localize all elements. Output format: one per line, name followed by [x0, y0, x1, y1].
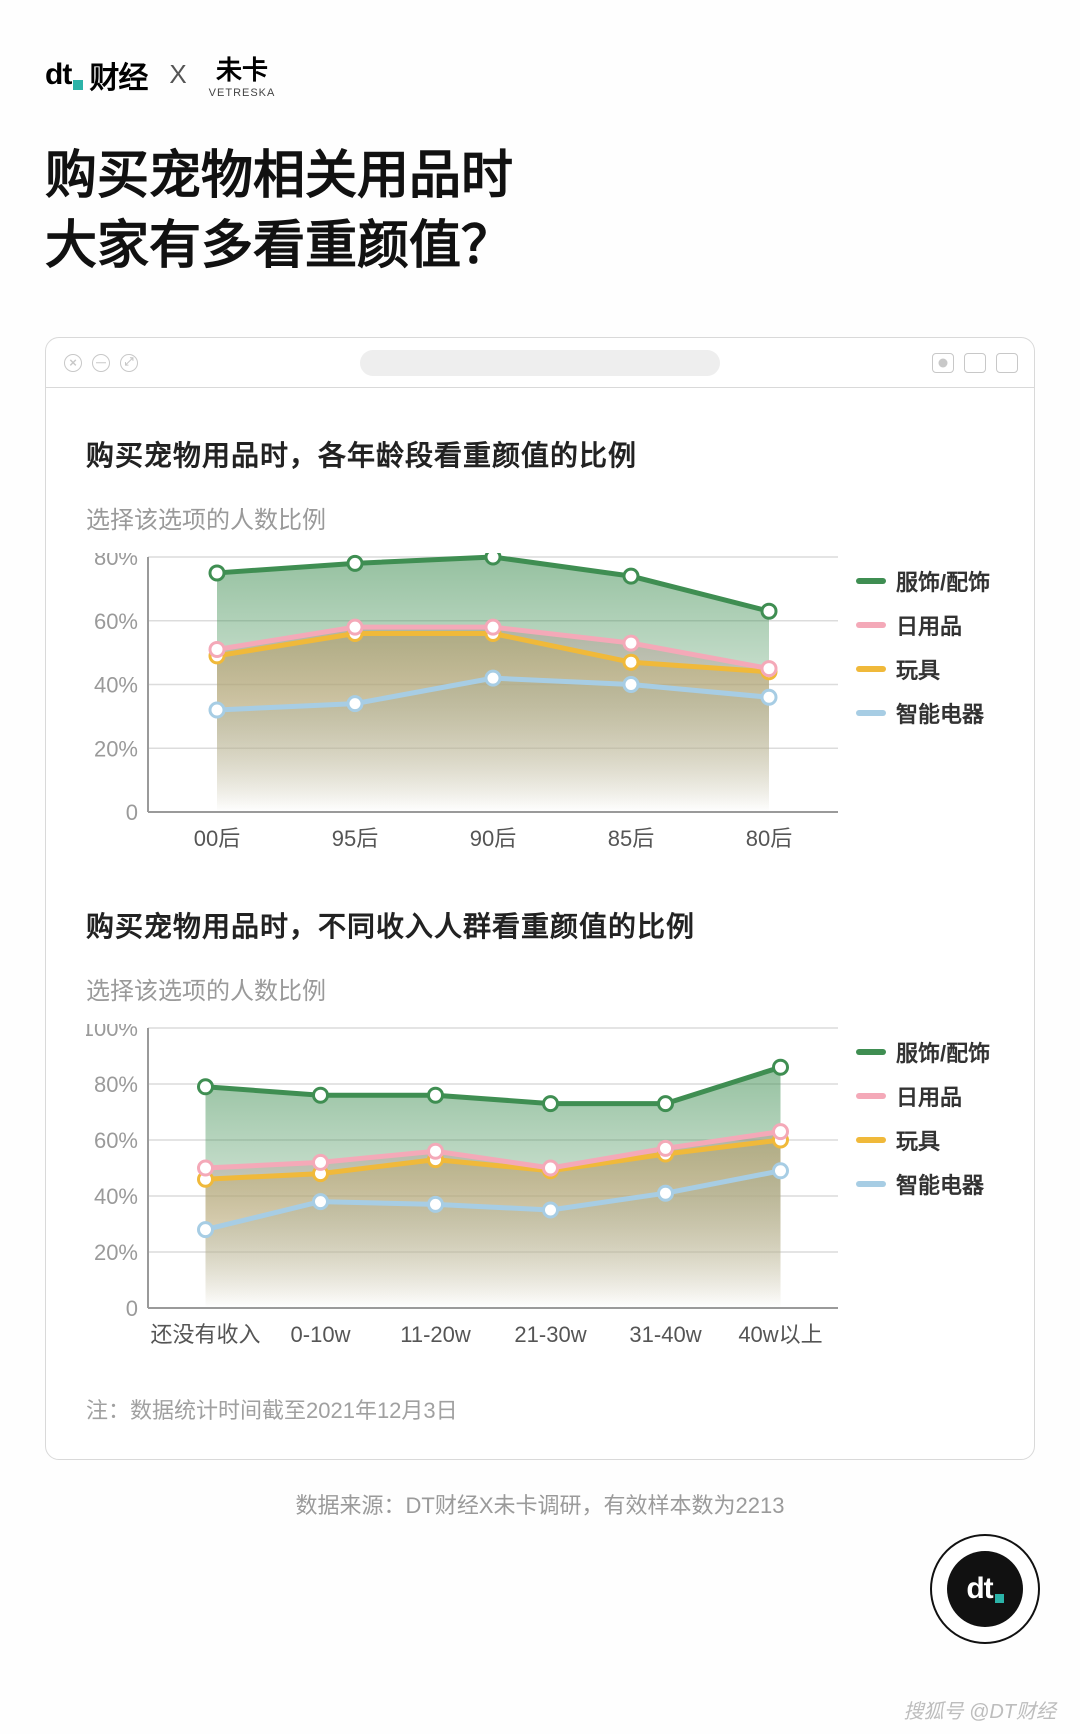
legend-swatch: [856, 1181, 886, 1187]
legend-item: 服饰/配饰: [856, 565, 990, 597]
badge-text: dt: [966, 1572, 992, 1606]
dt-badge: dt: [930, 1534, 1040, 1644]
svg-text:80%: 80%: [94, 1072, 138, 1097]
legend-swatch: [856, 666, 886, 672]
svg-text:95后: 95后: [332, 826, 378, 851]
svg-text:0: 0: [126, 1296, 138, 1321]
legend-label: 服饰/配饰: [896, 565, 990, 597]
svg-text:80后: 80后: [746, 826, 792, 851]
legend-label: 日用品: [896, 1080, 962, 1112]
window-frame: × ⤢ 购买宠物用品时，各年龄段看重颜值的比例 选择该选项的人数比例: [45, 337, 1035, 1460]
titlebar-right: [932, 353, 1018, 373]
svg-text:21-30w: 21-30w: [514, 1322, 586, 1347]
title-line1: 购买宠物相关用品时: [45, 147, 513, 205]
legend-swatch: [856, 622, 886, 628]
brand-row: dt 财经 X 未卡 VETRESKA: [45, 50, 1035, 99]
legend-label: 服饰/配饰: [896, 1036, 990, 1068]
svg-text:60%: 60%: [94, 1128, 138, 1153]
brand-dt-suffix: 财经: [89, 53, 147, 97]
record-icon: [932, 353, 954, 373]
svg-text:90后: 90后: [470, 826, 516, 851]
svg-text:40w以上: 40w以上: [738, 1322, 822, 1347]
svg-text:20%: 20%: [94, 1240, 138, 1265]
svg-text:40%: 40%: [94, 673, 138, 698]
svg-text:还没有收入: 还没有收入: [150, 1322, 260, 1347]
legend-item: 日用品: [856, 609, 990, 641]
legend-label: 日用品: [896, 609, 962, 641]
svg-text:00后: 00后: [194, 826, 240, 851]
expand-icon: ⤢: [120, 354, 138, 372]
legend-item: 玩具: [856, 1124, 990, 1156]
svg-text:80%: 80%: [94, 553, 138, 570]
legend-label: 智能电器: [896, 1168, 984, 1200]
close-icon: ×: [64, 354, 82, 372]
badge-dot-icon: [995, 1594, 1004, 1603]
brand-collab-x: X: [169, 59, 186, 90]
chart1-legend: 服饰/配饰日用品玩具智能电器: [856, 553, 990, 729]
chart2-title: 购买宠物用品时，不同收入人群看重颜值的比例: [86, 905, 1000, 945]
legend-item: 服饰/配饰: [856, 1036, 990, 1068]
legend-swatch: [856, 1049, 886, 1055]
chart-note: 注：数据统计时间截至2021年12月3日: [46, 1371, 1034, 1425]
chart1-title: 购买宠物用品时，各年龄段看重颜值的比例: [86, 434, 1000, 474]
legend-swatch: [856, 1093, 886, 1099]
svg-text:100%: 100%: [86, 1024, 138, 1041]
chart2-subtitle: 选择该选项的人数比例: [86, 971, 1000, 1006]
svg-text:20%: 20%: [94, 737, 138, 762]
chart1-block: 购买宠物用品时，各年龄段看重颜值的比例 选择该选项的人数比例: [46, 388, 1034, 875]
data-source: 数据来源：DT财经X未卡调研，有效样本数为2213: [45, 1488, 1035, 1520]
svg-text:40%: 40%: [94, 1184, 138, 1209]
svg-text:0: 0: [126, 800, 138, 825]
title-line2: 大家有多看重颜值？: [45, 217, 513, 275]
dt-badge-inner: dt: [947, 1551, 1023, 1627]
legend-item: 智能电器: [856, 1168, 990, 1200]
page-title: 购买宠物相关用品时 大家有多看重颜值？: [45, 141, 1035, 281]
legend-swatch: [856, 578, 886, 584]
svg-text:11-20w: 11-20w: [400, 1322, 471, 1347]
brand-dt-text: dt: [45, 58, 71, 92]
brand-partner-zh: 未卡: [209, 50, 276, 87]
window-titlebar: × ⤢: [46, 338, 1034, 388]
brand-partner: 未卡 VETRESKA: [209, 50, 276, 99]
legend-item: 日用品: [856, 1080, 990, 1112]
legend-item: 玩具: [856, 653, 990, 685]
chart2-block: 购买宠物用品时，不同收入人群看重颜值的比例 选择该选项的人数比例: [46, 875, 1034, 1371]
legend-item: 智能电器: [856, 697, 990, 729]
legend-label: 玩具: [896, 1124, 940, 1156]
chart2-legend: 服饰/配饰日用品玩具智能电器: [856, 1024, 990, 1200]
legend-label: 智能电器: [896, 697, 984, 729]
tabs-icon: [996, 353, 1018, 373]
svg-text:31-40w: 31-40w: [629, 1322, 701, 1347]
svg-text:0-10w: 0-10w: [291, 1322, 351, 1347]
brand-partner-en: VETRESKA: [209, 87, 276, 99]
legend-label: 玩具: [896, 653, 940, 685]
minimize-icon: [92, 354, 110, 372]
chart2-area-chart: 0 20% 40% 60% 80% 100% 还没有收入 0-10w 11-20w 21-30w…: [86, 1024, 838, 1361]
chart1-subtitle: 选择该选项的人数比例: [86, 500, 1000, 535]
legend-swatch: [856, 1137, 886, 1143]
chart1-area-chart: 0 20% 40% 60% 80% 00后 95后 90后 85后 80后: [86, 553, 838, 865]
svg-text:85后: 85后: [608, 826, 654, 851]
address-bar: [360, 350, 720, 376]
legend-swatch: [856, 710, 886, 716]
footer-credit: 搜狐号 @DT财经: [903, 1695, 1056, 1724]
brand-dt-logo: dt 财经: [45, 53, 147, 97]
brand-dot-icon: [73, 80, 83, 90]
svg-text:60%: 60%: [94, 609, 138, 634]
share-icon: [964, 353, 986, 373]
